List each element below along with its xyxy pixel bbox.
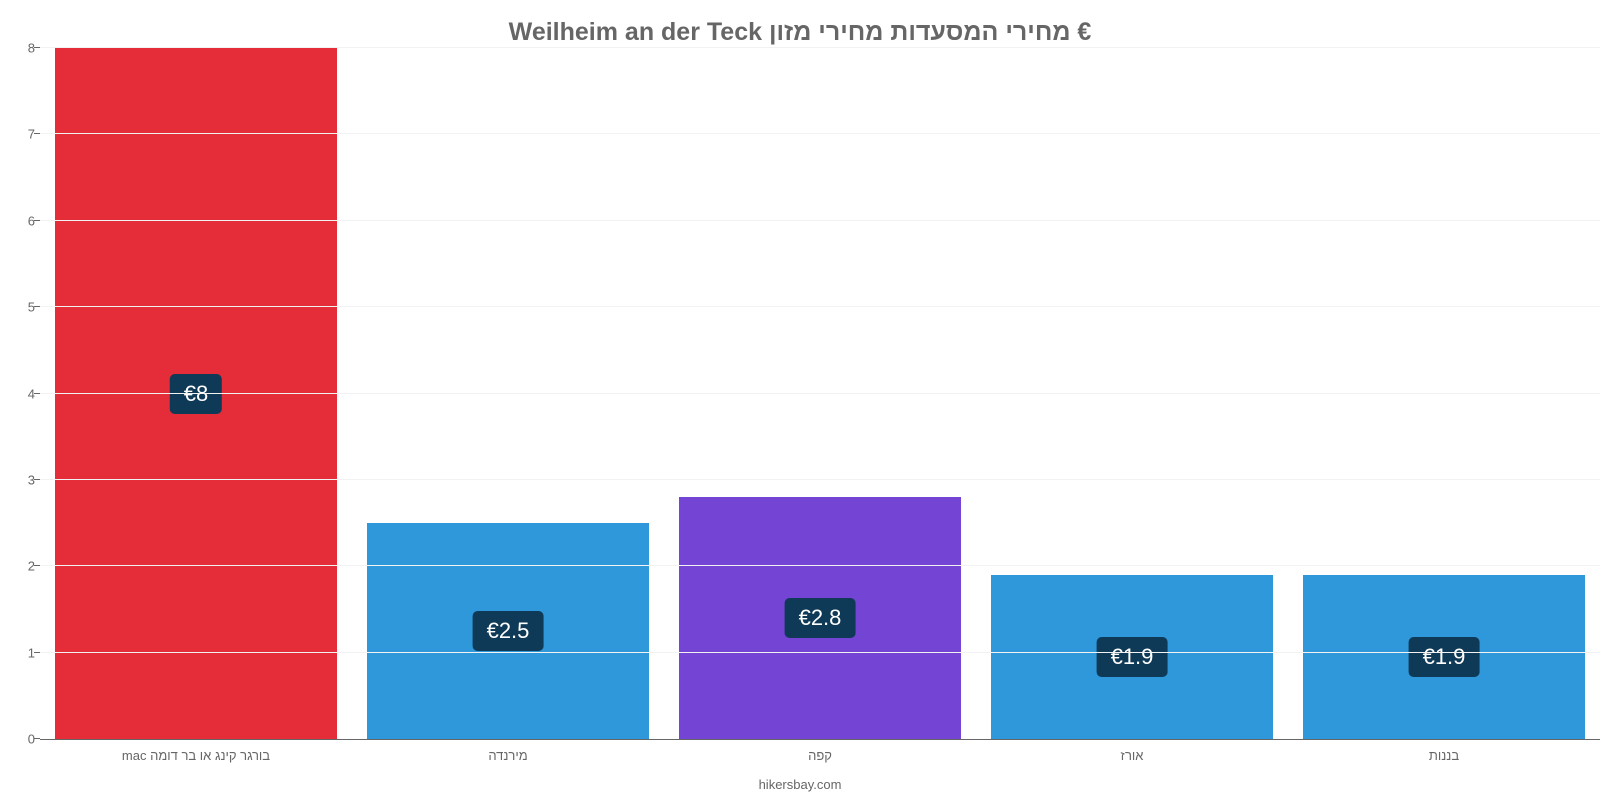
grid-line — [40, 393, 1600, 394]
bar: €1.9 — [1303, 575, 1585, 739]
bar-value-label: €8 — [170, 374, 222, 414]
y-tick-label: 5 — [5, 300, 35, 315]
bar-wrapper: €2.8 — [664, 48, 976, 739]
bar: €2.8 — [679, 497, 961, 739]
x-axis-label: קפה — [808, 748, 832, 763]
y-tick-label: 8 — [5, 41, 35, 56]
x-axis-label: מירנדה — [488, 748, 527, 763]
grid-line — [40, 565, 1600, 566]
y-tick-label: 7 — [5, 127, 35, 142]
bar-wrapper: €8 — [40, 48, 352, 739]
chart-title: € מחירי המסעדות מחירי מזון Weilheim an d… — [509, 18, 1092, 47]
bar: €1.9 — [991, 575, 1273, 739]
bar-value-label: €1.9 — [1097, 637, 1168, 677]
grid-line — [40, 47, 1600, 48]
chart-footer: hikersbay.com — [759, 777, 842, 792]
x-axis-label: בננות — [1429, 748, 1459, 763]
bar: €8 — [55, 48, 337, 739]
y-tick-label: 1 — [5, 645, 35, 660]
bar-wrapper: €2.5 — [352, 48, 664, 739]
bar: €2.5 — [367, 523, 649, 739]
y-tick-label: 3 — [5, 472, 35, 487]
y-tick-label: 0 — [5, 732, 35, 747]
plot-area: €8€2.5€2.8€1.9€1.9 012345678 — [40, 48, 1600, 740]
x-axis-label: אורז — [1121, 748, 1144, 763]
bar-wrapper: €1.9 — [1288, 48, 1600, 739]
grid-line — [40, 220, 1600, 221]
grid-line — [40, 652, 1600, 653]
bars-group: €8 €2.5 €2.8 €1.9 €1.9 — [40, 48, 1600, 739]
grid-line — [40, 133, 1600, 134]
grid-line — [40, 306, 1600, 307]
chart-container: € מחירי המסעדות מחירי מזון Weilheim an d… — [0, 0, 1600, 800]
bar-wrapper: €1.9 — [976, 48, 1288, 739]
bar-value-label: €2.5 — [473, 611, 544, 651]
x-axis-labels: בורגר קינג או בר דומה mac מירנדה קפה אורז בנ… — [40, 748, 1600, 768]
grid-line — [40, 479, 1600, 480]
x-axis-label: בורגר קינג או בר דומה mac — [122, 748, 270, 763]
y-tick-label: 4 — [5, 386, 35, 401]
y-tick-label: 6 — [5, 213, 35, 228]
y-tick-label: 2 — [5, 559, 35, 574]
bar-value-label: €1.9 — [1409, 637, 1480, 677]
bar-value-label: €2.8 — [785, 598, 856, 638]
